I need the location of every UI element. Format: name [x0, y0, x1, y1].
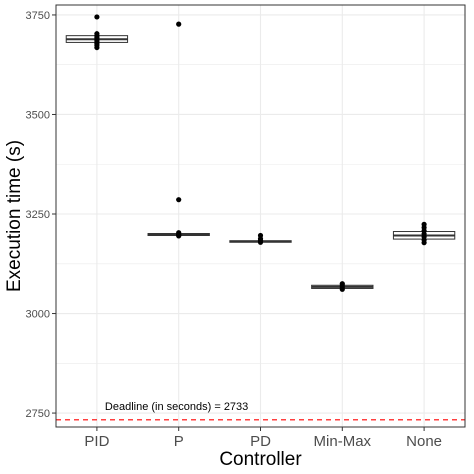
points-pid	[94, 14, 100, 51]
axes-group: 2750 3000 3250 3500 3750 PID P PD Min-Max None	[26, 10, 443, 450]
data-point	[94, 44, 100, 51]
data-point	[257, 239, 264, 245]
x-tick-label-4: None	[406, 433, 442, 450]
x-tick-label-3: Min-Max	[314, 433, 372, 450]
x-tick-label-2: PD	[250, 433, 271, 450]
grid-lines	[56, 5, 465, 427]
points-group	[94, 14, 427, 292]
x-axis-title: Controller	[219, 449, 302, 470]
y-tick-label-0: 2750	[26, 408, 50, 420]
y-tick-label-4: 3750	[26, 10, 50, 22]
data-point	[94, 14, 100, 20]
points-min-max	[339, 281, 345, 292]
data-point	[421, 240, 427, 246]
reference-line-label: Deadline (in seconds) = 2733	[105, 401, 248, 413]
y-axis-title: Execution time (s)	[4, 140, 25, 292]
y-tick-label-2: 3250	[26, 209, 50, 221]
x-tick-label-0: PID	[84, 433, 109, 450]
y-tick-label-1: 3000	[26, 309, 50, 321]
data-point	[176, 21, 182, 27]
points-p	[176, 21, 182, 239]
y-tick-label-3: 3500	[26, 109, 50, 121]
data-point	[339, 286, 345, 292]
data-point	[176, 197, 182, 203]
x-tick-label-1: P	[174, 433, 184, 450]
points-pd	[257, 232, 264, 245]
data-point	[176, 233, 182, 239]
points-none	[421, 221, 427, 246]
